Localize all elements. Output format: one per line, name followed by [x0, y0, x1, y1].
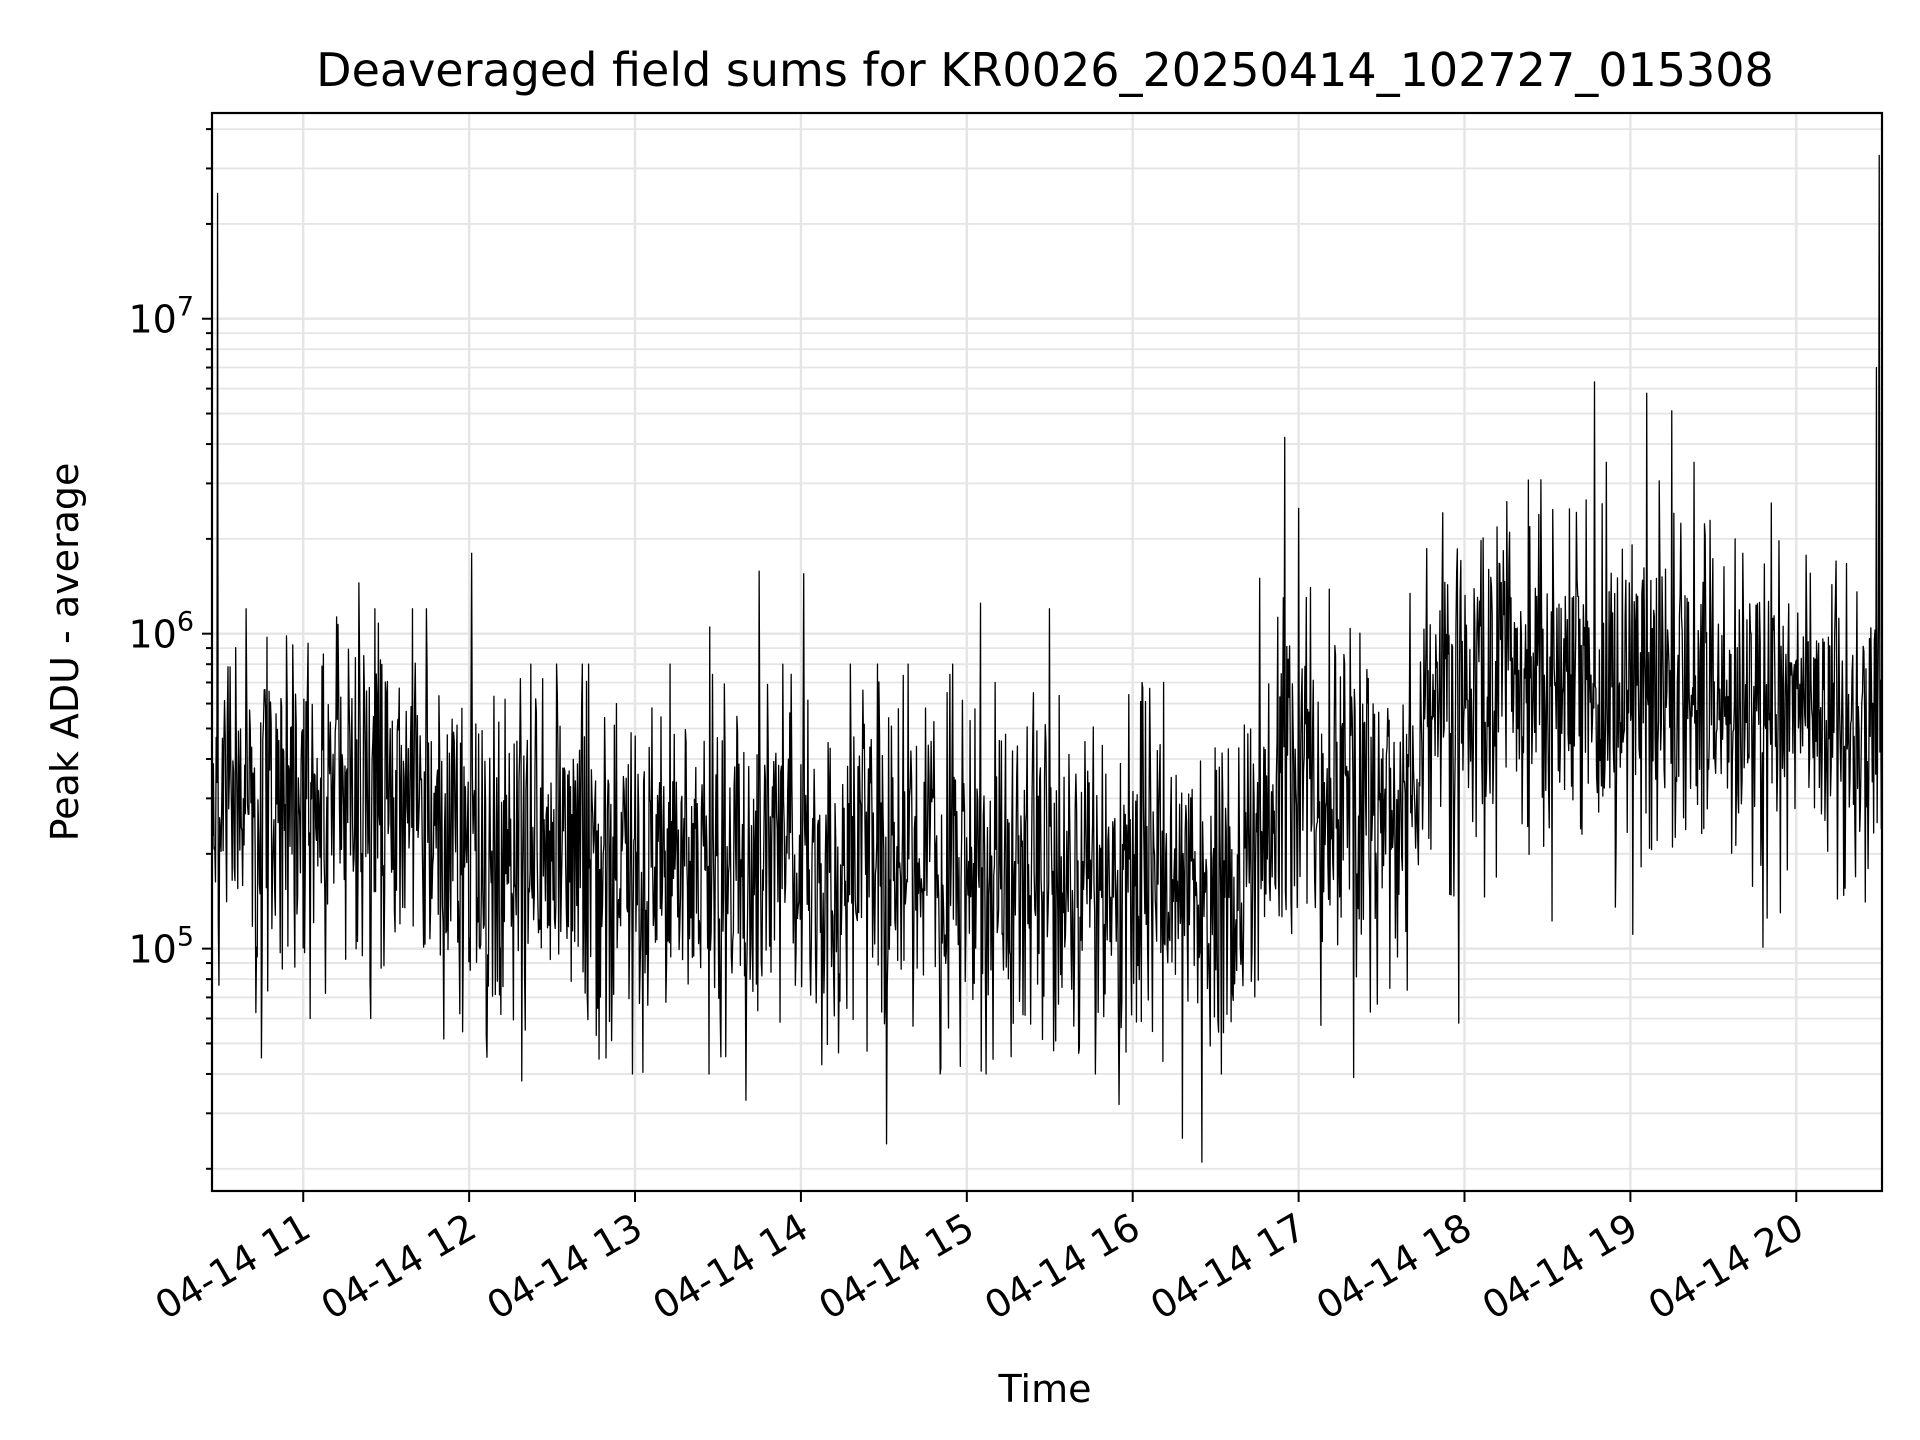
x-tick-label: 04-14 15 — [811, 1205, 981, 1329]
y-axis: 105 106 107 — [128, 128, 212, 1170]
y-tick-label: 106 — [128, 607, 194, 657]
x-tick-label: 04-14 19 — [1475, 1205, 1645, 1329]
y-axis-label: Peak ADU - average — [43, 463, 87, 842]
x-tick-label: 04-14 12 — [314, 1205, 484, 1329]
plot-frame — [210, 111, 1884, 1193]
series-line — [211, 154, 1883, 1163]
y-tick-label: 107 — [128, 292, 194, 342]
x-tick-label: 04-14 13 — [480, 1205, 650, 1329]
x-tick-label: 04-14 17 — [1143, 1205, 1313, 1329]
series-layer — [211, 154, 1883, 1163]
x-tick-label: 04-14 20 — [1641, 1205, 1811, 1329]
x-tick-label: 04-14 14 — [645, 1205, 815, 1329]
x-tick-label: 04-14 11 — [148, 1205, 318, 1329]
y-tick-label: 105 — [128, 922, 194, 972]
chart-title: Deaveraged field sums for KR0026_2025041… — [316, 43, 1774, 97]
x-tick-label: 04-14 16 — [977, 1205, 1147, 1329]
x-tick-label: 04-14 18 — [1309, 1205, 1479, 1329]
x-axis-label: Time — [998, 1367, 1092, 1411]
